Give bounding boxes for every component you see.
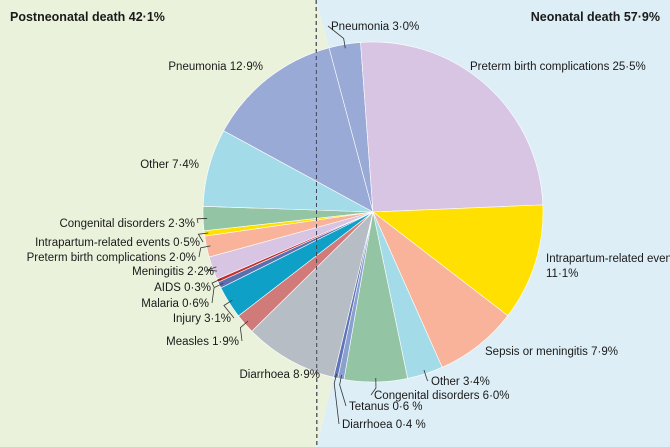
slice-label-neonatal-death-pneumonia: Pneumonia 3·0% [331,21,419,33]
leader-line-postneonatal-death-intrapartum-related-events [197,232,209,243]
slice-label-postneonatal-death-aids: AIDS 0·3% [154,282,211,294]
slice-label-neonatal-death-preterm-birth-complications: Preterm birth complications 25·5% [470,61,646,73]
slice-label-neonatal-death-congenital-disorders: Congenital disorders 6·0% [374,390,510,402]
slice-label-postneonatal-death-congenital-disorders: Congenital disorders 2·3% [59,218,195,230]
slice-label-postneonatal-death-measles: Measles 1·9% [166,336,239,348]
slice-label-neonatal-death-intrapartum-related-events: Intrapartum-related events 11·1% [546,253,670,280]
leader-line-neonatal-death-diarrhoea [333,373,340,425]
leader-line-neonatal-death-congenital-disorders [370,377,377,396]
slice-label-neonatal-death-sepsis-or-meningitis: Sepsis or meningitis 7·9% [485,346,618,358]
slice-label-postneonatal-death-malaria: Malaria 0·6% [141,298,209,310]
slice-label-postneonatal-death-intrapartum-related-events: Intrapartum-related events 0·5% [35,237,200,249]
leader-line-postneonatal-death-preterm-birth-complications [198,245,211,258]
group-divider-line-overlay [315,0,318,447]
leader-line-postneonatal-death-meningitis [206,266,218,272]
leader-line-postneonatal-death-congenital-disorders [196,218,208,224]
leader-line-postneonatal-death-aids [211,278,222,288]
postneonatal-header: Postneonatal death 42·1% [10,10,165,24]
slice-label-neonatal-death-tetanus: Tetanus 0·6 % [349,401,423,413]
leader-line-neonatal-death-other [423,369,429,382]
leader-lines [196,25,429,425]
leader-line-postneonatal-death-injury [223,299,235,319]
leader-line-neonatal-death-tetanus [339,374,347,407]
leader-line-postneonatal-death-measles [239,320,249,342]
slice-labels: Pneumonia 3·0% Preterm birth complication… [27,21,670,431]
slice-label-postneonatal-death-diarrhoea: Diarrhoea 8·9% [239,369,320,381]
pie-slice-postneonatal-death-pneumonia [223,47,374,213]
leader-line-postneonatal-death-malaria [211,282,224,304]
slice-label-postneonatal-death-pneumonia: Pneumonia 12·9% [168,61,263,73]
pie-slice-postneonatal-death-diarrhoea [251,211,374,378]
leader-line-neonatal-death-pneumonia [327,25,346,49]
pie-slice-neonatal-death-preterm-birth-complications [360,41,544,213]
slice-label-postneonatal-death-other: Other 7·4% [140,159,199,171]
pie-slice-neonatal-death-intrapartum-related-events [372,204,544,317]
neonatal-header: Neonatal death 57·9% [531,10,660,24]
slice-label-postneonatal-death-preterm-birth-complications: Preterm birth complications 2·0% [27,252,196,264]
slice-label-postneonatal-death-injury: Injury 3·1% [173,313,231,325]
pie-slices [202,41,544,383]
slice-label-postneonatal-death-meningitis: Meningitis 2·2% [132,266,214,278]
slice-label-neonatal-death-diarrhoea: Diarrhoea 0·4 % [342,419,426,431]
slice-label-neonatal-death-other: Other 3·4% [431,376,490,388]
